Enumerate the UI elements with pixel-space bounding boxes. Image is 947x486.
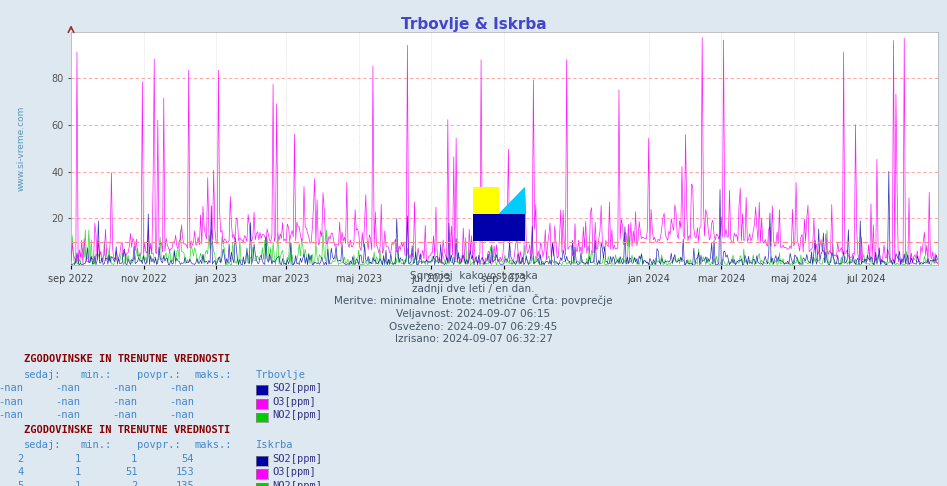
Text: -nan: -nan [0,411,24,420]
Text: NO2[ppm]: NO2[ppm] [273,481,323,486]
Text: 153: 153 [175,468,194,477]
Text: NO2[ppm]: NO2[ppm] [273,411,323,420]
Text: O3[ppm]: O3[ppm] [273,397,316,407]
Text: maks.:: maks.: [194,370,232,380]
Text: 1: 1 [74,468,80,477]
Text: 5: 5 [17,481,24,486]
Text: Osveženo: 2024-09-07 06:29:45: Osveženo: 2024-09-07 06:29:45 [389,322,558,331]
Polygon shape [499,187,525,214]
Text: -nan: -nan [56,411,80,420]
Polygon shape [473,214,525,241]
Text: maks.:: maks.: [194,440,232,450]
Text: ZGODOVINSKE IN TRENUTNE VREDNOSTI: ZGODOVINSKE IN TRENUTNE VREDNOSTI [24,354,230,364]
Text: -nan: -nan [170,383,194,393]
Text: 54: 54 [182,454,194,464]
Text: Iskrba: Iskrba [256,440,294,450]
Text: Sqreniej  kakovost zraka: Sqreniej kakovost zraka [410,271,537,281]
Text: -nan: -nan [0,397,24,407]
Text: min.:: min.: [80,370,112,380]
Text: Meritve: minimalne  Enote: metrične  Črta: povprečje: Meritve: minimalne Enote: metrične Črta:… [334,294,613,306]
Text: -nan: -nan [56,383,80,393]
Bar [473,187,499,214]
Text: 2: 2 [131,481,137,486]
Text: zadnji dve leti / en dan.: zadnji dve leti / en dan. [412,284,535,294]
Text: 1: 1 [74,481,80,486]
Text: ZGODOVINSKE IN TRENUTNE VREDNOSTI: ZGODOVINSKE IN TRENUTNE VREDNOSTI [24,425,230,434]
Text: 51: 51 [125,468,137,477]
Text: Trbovlje: Trbovlje [256,370,306,380]
Text: www.si-vreme.com: www.si-vreme.com [16,105,26,191]
Text: SO2[ppm]: SO2[ppm] [273,383,323,393]
Text: povpr.:: povpr.: [137,440,181,450]
Text: -nan: -nan [0,383,24,393]
Text: -nan: -nan [113,411,137,420]
Text: Izrisano: 2024-09-07 06:32:27: Izrisano: 2024-09-07 06:32:27 [395,334,552,344]
Text: -nan: -nan [113,383,137,393]
Text: 1: 1 [74,454,80,464]
Text: SO2[ppm]: SO2[ppm] [273,454,323,464]
Text: 1: 1 [131,454,137,464]
Text: -nan: -nan [170,411,194,420]
Text: sedaj:: sedaj: [24,370,62,380]
Text: -nan: -nan [56,397,80,407]
Text: 135: 135 [175,481,194,486]
Text: Trbovlje & Iskrba: Trbovlje & Iskrba [401,17,546,32]
Text: Veljavnost: 2024-09-07 06:15: Veljavnost: 2024-09-07 06:15 [397,309,550,319]
Text: -nan: -nan [113,397,137,407]
Text: -nan: -nan [170,397,194,407]
Text: sedaj:: sedaj: [24,440,62,450]
Text: povpr.:: povpr.: [137,370,181,380]
Text: O3[ppm]: O3[ppm] [273,468,316,477]
Polygon shape [499,187,525,214]
Text: min.:: min.: [80,440,112,450]
Text: 2: 2 [17,454,24,464]
Text: 4: 4 [17,468,24,477]
